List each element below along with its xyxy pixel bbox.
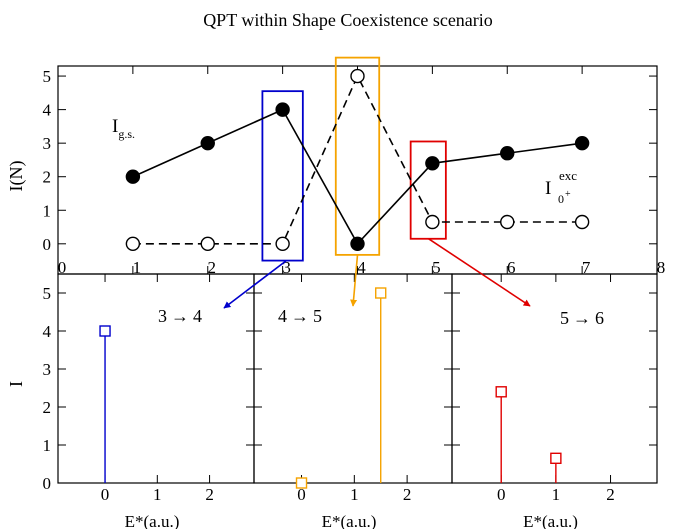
top-y-tick-label: 0 bbox=[43, 235, 52, 254]
stem-marker bbox=[295, 477, 308, 489]
panel-frame bbox=[57, 273, 255, 484]
panel-x-axis-label: E*(a.u.) bbox=[322, 512, 377, 529]
highlight-box-red bbox=[409, 140, 447, 240]
panel-x-axis-label: E*(a.u.) bbox=[523, 512, 578, 529]
data-point-exc bbox=[500, 214, 515, 230]
data-point-exc bbox=[275, 236, 290, 252]
data-point-exc bbox=[350, 68, 365, 84]
transition-to: 5 bbox=[313, 306, 322, 326]
panel-x-tick-label: 0 bbox=[497, 485, 506, 504]
transition-arrow: → bbox=[573, 308, 591, 328]
top-y-tick-label: 2 bbox=[43, 168, 52, 187]
data-point-gs bbox=[425, 156, 440, 171]
panel-frame bbox=[451, 273, 658, 484]
panel-x-tick-label: 0 bbox=[297, 485, 306, 504]
transition-arrow: → bbox=[171, 306, 189, 326]
transition-from: 5 bbox=[560, 308, 569, 328]
data-point-gs bbox=[200, 135, 215, 151]
connector-arrow-orange bbox=[350, 254, 359, 307]
transition-from: 3 bbox=[158, 306, 167, 326]
series-label-exc-sub: 0 bbox=[558, 192, 564, 206]
data-point-gs bbox=[275, 102, 290, 117]
series-label-gs-sub: g.s. bbox=[118, 127, 135, 141]
data-point-gs bbox=[500, 146, 515, 161]
panel-x-tick-label: 2 bbox=[205, 485, 214, 504]
stem-marker bbox=[99, 325, 111, 337]
top-x-tick-label: 6 bbox=[507, 258, 516, 277]
panel-x-tick-label: 0 bbox=[101, 485, 110, 504]
top-x-tick-label: 0 bbox=[58, 258, 67, 277]
panel-x-axis-label: E*(a.u.) bbox=[125, 512, 180, 529]
panel-x-tick-label: 1 bbox=[350, 485, 359, 504]
top-x-tick-label: 1 bbox=[133, 258, 142, 277]
series-label-gs: Ig.s. bbox=[112, 116, 135, 141]
series-label-exc-main: I bbox=[545, 178, 551, 199]
panel-x-tick-label: 1 bbox=[552, 485, 561, 504]
highlight-box-orange bbox=[334, 56, 381, 256]
data-point-gs bbox=[350, 236, 365, 252]
top-x-tick-label: 2 bbox=[208, 258, 217, 277]
stem-marker bbox=[550, 452, 562, 464]
highlight-box-blue bbox=[261, 90, 304, 262]
panel-y-tick-label: 1 bbox=[43, 436, 52, 455]
panel-y-tick-label: 0 bbox=[43, 474, 52, 493]
transition-label: 4 → 5 bbox=[278, 306, 322, 326]
top-x-tick-label: 3 bbox=[282, 258, 291, 277]
series-label-exc-subsup: + bbox=[565, 189, 571, 200]
data-point-exc bbox=[125, 236, 141, 252]
connector-arrow-red bbox=[428, 238, 531, 307]
top-y-tick-label: 5 bbox=[43, 67, 52, 86]
top-x-tick-label: 5 bbox=[432, 258, 441, 277]
data-point-exc bbox=[200, 236, 215, 252]
transition-arrow: → bbox=[291, 306, 309, 326]
panel-y-axis-label: I bbox=[6, 381, 26, 387]
data-point-exc bbox=[574, 214, 590, 230]
transition-label: 3 → 4 bbox=[158, 306, 202, 326]
transition-from: 4 bbox=[278, 306, 287, 326]
series-line-gs bbox=[132, 108, 583, 246]
transition-to: 6 bbox=[595, 308, 604, 328]
panel-y-tick-label: 2 bbox=[43, 398, 52, 417]
panel-y-tick-label: 4 bbox=[43, 322, 52, 341]
top-y-tick-label: 3 bbox=[43, 134, 52, 153]
figure-title: QPT within Shape Coexistence scenario bbox=[203, 10, 493, 30]
panel-y-tick-label: 5 bbox=[43, 284, 52, 303]
panel-x-tick-label: 1 bbox=[153, 485, 162, 504]
series-label-exc-sup: exc bbox=[559, 168, 577, 183]
data-point-exc bbox=[425, 214, 440, 230]
top-x-tick-label: 4 bbox=[357, 258, 366, 277]
top-x-tick-label: 8 bbox=[657, 258, 666, 277]
panel-x-tick-label: 2 bbox=[606, 485, 615, 504]
top-y-tick-label: 4 bbox=[43, 101, 52, 120]
connector-arrow-blue bbox=[223, 259, 287, 309]
top-x-tick-label: 7 bbox=[582, 258, 591, 277]
top-y-tick-label: 1 bbox=[43, 201, 52, 220]
panel-y-tick-label: 3 bbox=[43, 360, 52, 379]
stem-marker bbox=[495, 386, 507, 398]
top-y-axis-label: I(N) bbox=[6, 161, 27, 192]
series-label-gs-main: I bbox=[112, 116, 118, 137]
series-label-exc: I bbox=[545, 178, 551, 199]
transition-label: 5 → 6 bbox=[560, 308, 604, 328]
transition-to: 4 bbox=[193, 306, 202, 326]
series-line-exc bbox=[132, 74, 583, 245]
data-point-gs bbox=[574, 135, 590, 151]
stem-marker bbox=[375, 287, 387, 299]
panel-x-tick-label: 2 bbox=[403, 485, 412, 504]
data-point-gs bbox=[125, 169, 141, 184]
